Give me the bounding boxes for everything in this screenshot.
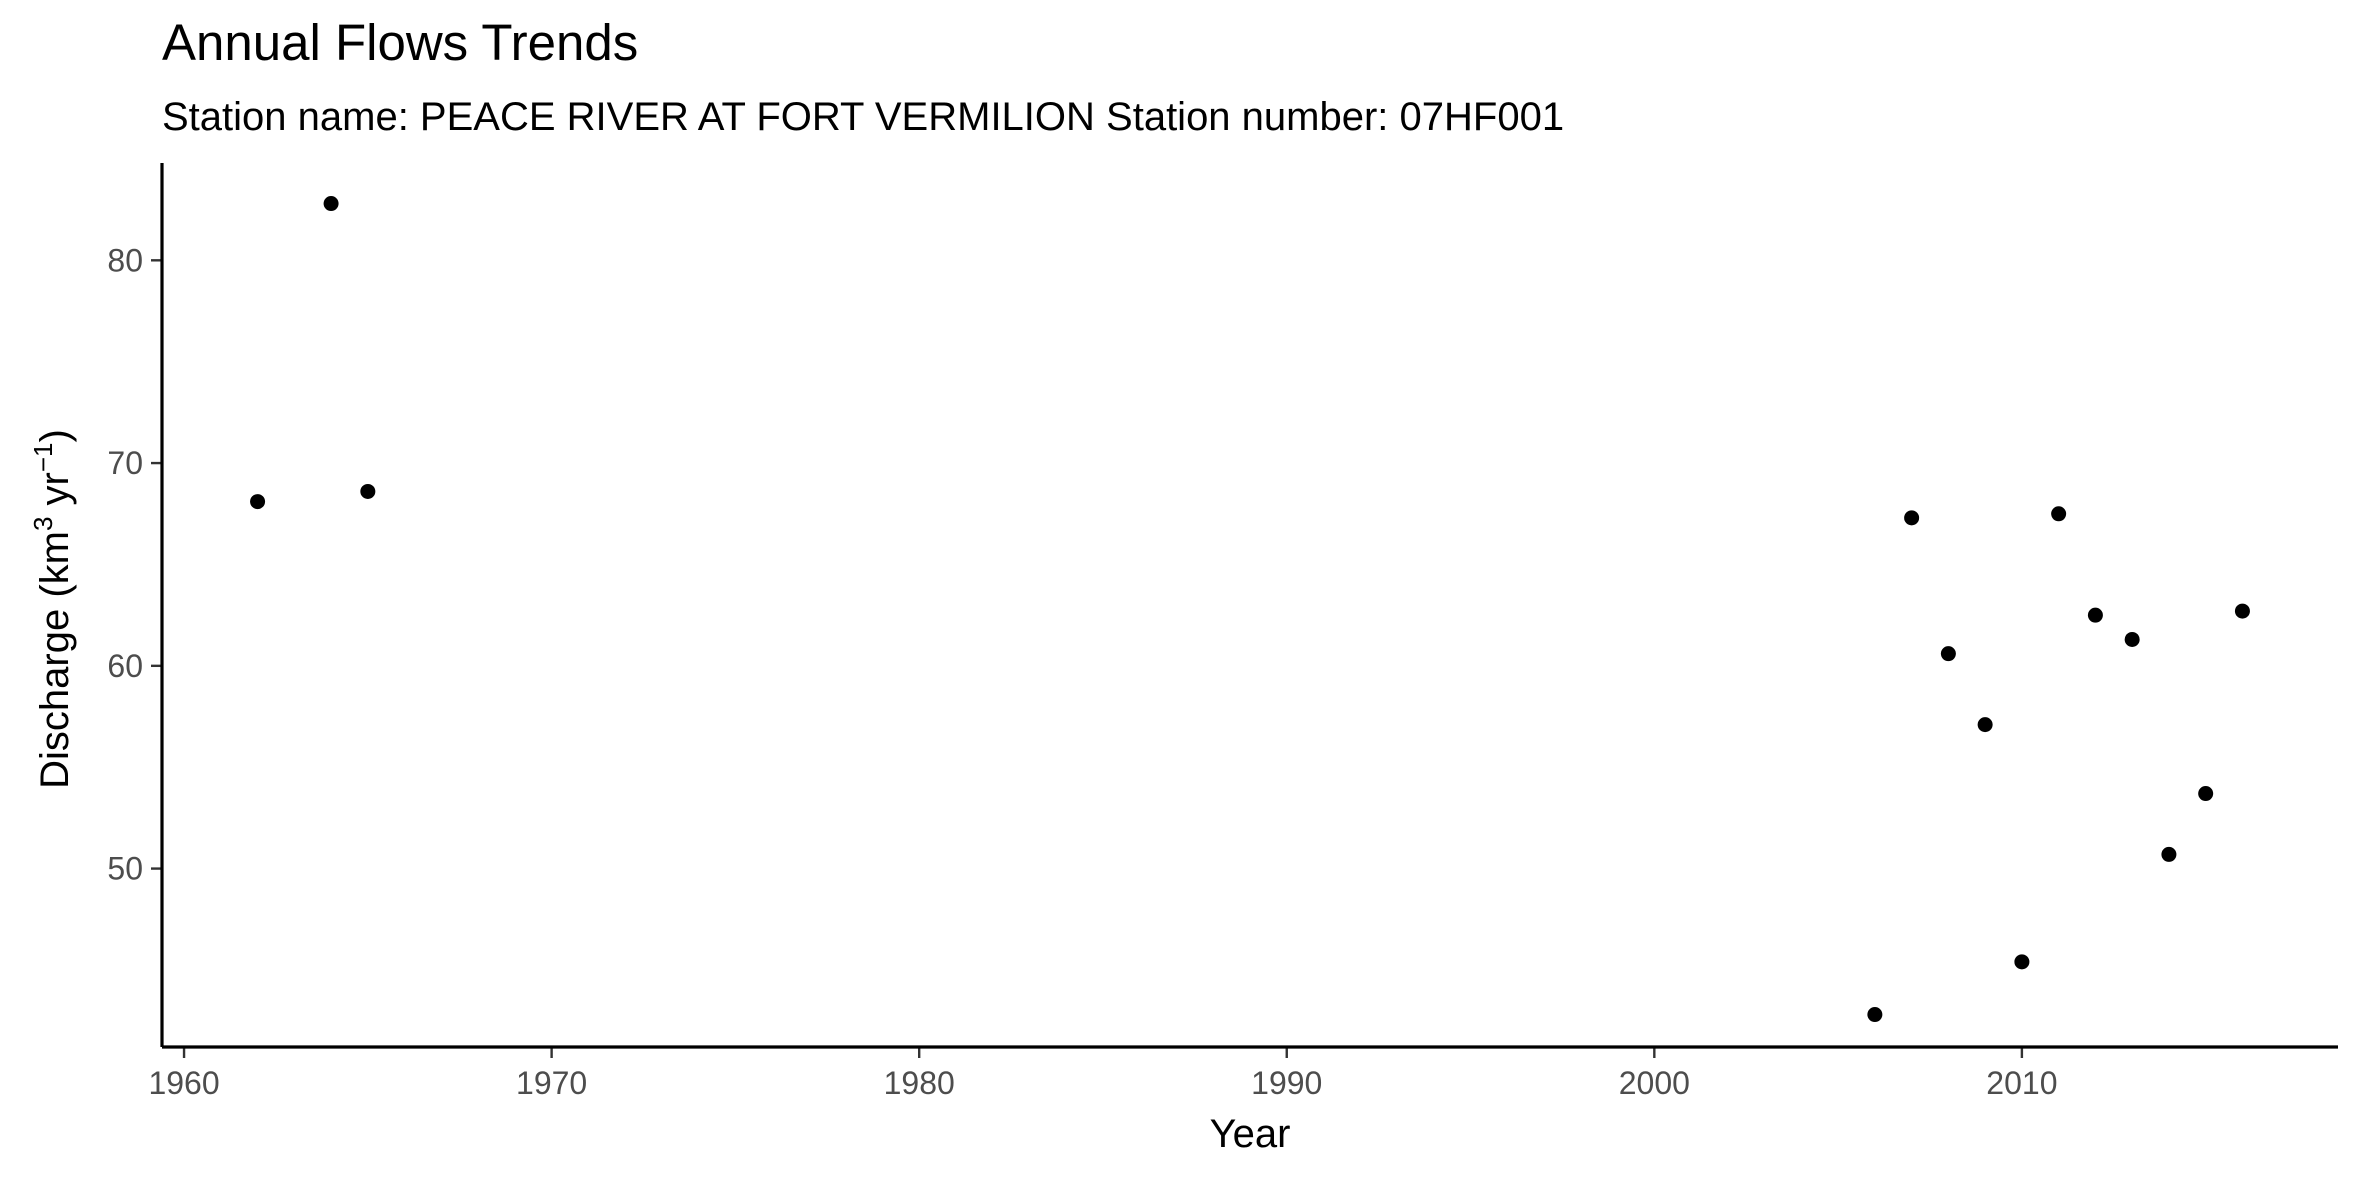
x-axis-title: Year [1210, 1112, 1291, 1156]
y-axis-title-sup2: −1 [28, 442, 58, 472]
y-tick-label: 50 [107, 851, 143, 887]
x-axis-ticks: 1960 1970 1980 1990 2000 2010 [148, 1047, 2057, 1101]
y-axis-ticks: 50 60 70 80 [107, 242, 162, 887]
data-point [1904, 510, 1920, 526]
y-tick-label: 80 [107, 242, 143, 278]
y-axis-title: Discharge (km3 yr−1) [28, 429, 77, 789]
y-axis-title-end: ) [33, 429, 77, 442]
x-tick-label: 1980 [884, 1065, 955, 1101]
y-axis-title-mid: yr [33, 472, 77, 516]
x-tick-label: 2010 [1986, 1065, 2057, 1101]
data-point [2198, 786, 2214, 802]
data-point [2124, 631, 2140, 647]
x-tick-label: 2000 [1619, 1065, 1690, 1101]
y-tick-label: 60 [107, 648, 143, 684]
y-axis-title-main: Discharge (km [33, 531, 77, 789]
x-tick-label: 1990 [1251, 1065, 1322, 1101]
data-point [2014, 954, 2030, 970]
chart-subtitle: Station name: PEACE RIVER AT FORT VERMIL… [162, 95, 1564, 139]
data-point [1977, 717, 1993, 733]
y-axis-title-sup1: 3 [28, 517, 58, 531]
data-point [323, 196, 339, 212]
data-point [1867, 1007, 1883, 1023]
data-point [360, 483, 376, 499]
data-point [2161, 846, 2177, 862]
data-point [2051, 506, 2067, 522]
data-point [1940, 646, 1956, 662]
x-tick-label: 1970 [516, 1065, 587, 1101]
y-tick-label: 70 [107, 445, 143, 481]
data-point [2087, 607, 2103, 623]
chart-title: Annual Flows Trends [162, 14, 638, 71]
x-tick-label: 1960 [148, 1065, 219, 1101]
data-points [250, 196, 2250, 1023]
data-point [250, 494, 266, 510]
data-point [2234, 603, 2250, 619]
